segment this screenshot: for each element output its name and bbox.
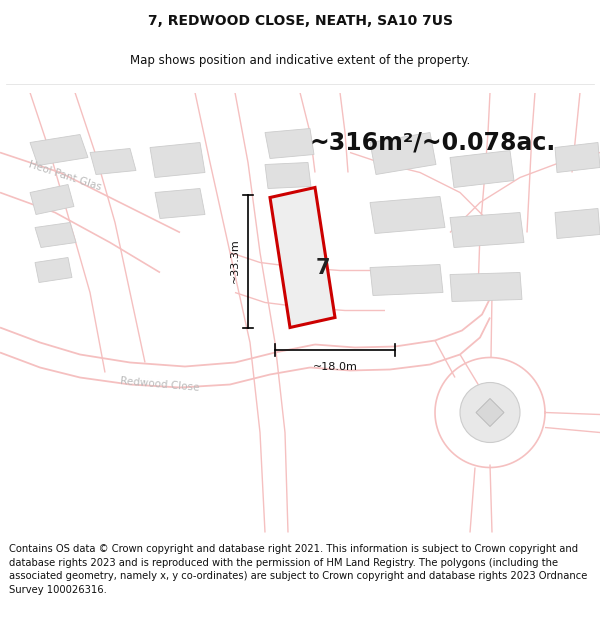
Polygon shape	[150, 142, 205, 177]
Text: ~316m²/~0.078ac.: ~316m²/~0.078ac.	[310, 131, 556, 154]
Polygon shape	[30, 134, 88, 166]
Polygon shape	[35, 222, 76, 248]
Polygon shape	[265, 162, 311, 189]
Text: Heol Pant Glas: Heol Pant Glas	[28, 159, 103, 192]
Polygon shape	[30, 184, 74, 214]
Text: 7: 7	[315, 258, 330, 278]
Polygon shape	[450, 272, 522, 301]
Polygon shape	[265, 129, 314, 159]
Polygon shape	[370, 132, 436, 174]
Polygon shape	[35, 258, 72, 282]
Polygon shape	[555, 142, 600, 172]
Polygon shape	[370, 264, 443, 296]
Polygon shape	[450, 151, 514, 188]
Text: 7, REDWOOD CLOSE, NEATH, SA10 7US: 7, REDWOOD CLOSE, NEATH, SA10 7US	[148, 14, 452, 28]
Text: Redwood Close: Redwood Close	[120, 376, 200, 393]
Text: ~18.0m: ~18.0m	[313, 361, 358, 371]
Polygon shape	[476, 399, 504, 426]
Text: Map shows position and indicative extent of the property.: Map shows position and indicative extent…	[130, 54, 470, 68]
Text: ~33.3m: ~33.3m	[230, 239, 240, 283]
Polygon shape	[450, 213, 524, 248]
Polygon shape	[90, 149, 136, 174]
Polygon shape	[370, 196, 445, 234]
Circle shape	[460, 382, 520, 442]
Polygon shape	[270, 188, 335, 328]
Polygon shape	[555, 209, 600, 239]
Polygon shape	[155, 189, 205, 219]
Text: Contains OS data © Crown copyright and database right 2021. This information is : Contains OS data © Crown copyright and d…	[9, 544, 587, 595]
